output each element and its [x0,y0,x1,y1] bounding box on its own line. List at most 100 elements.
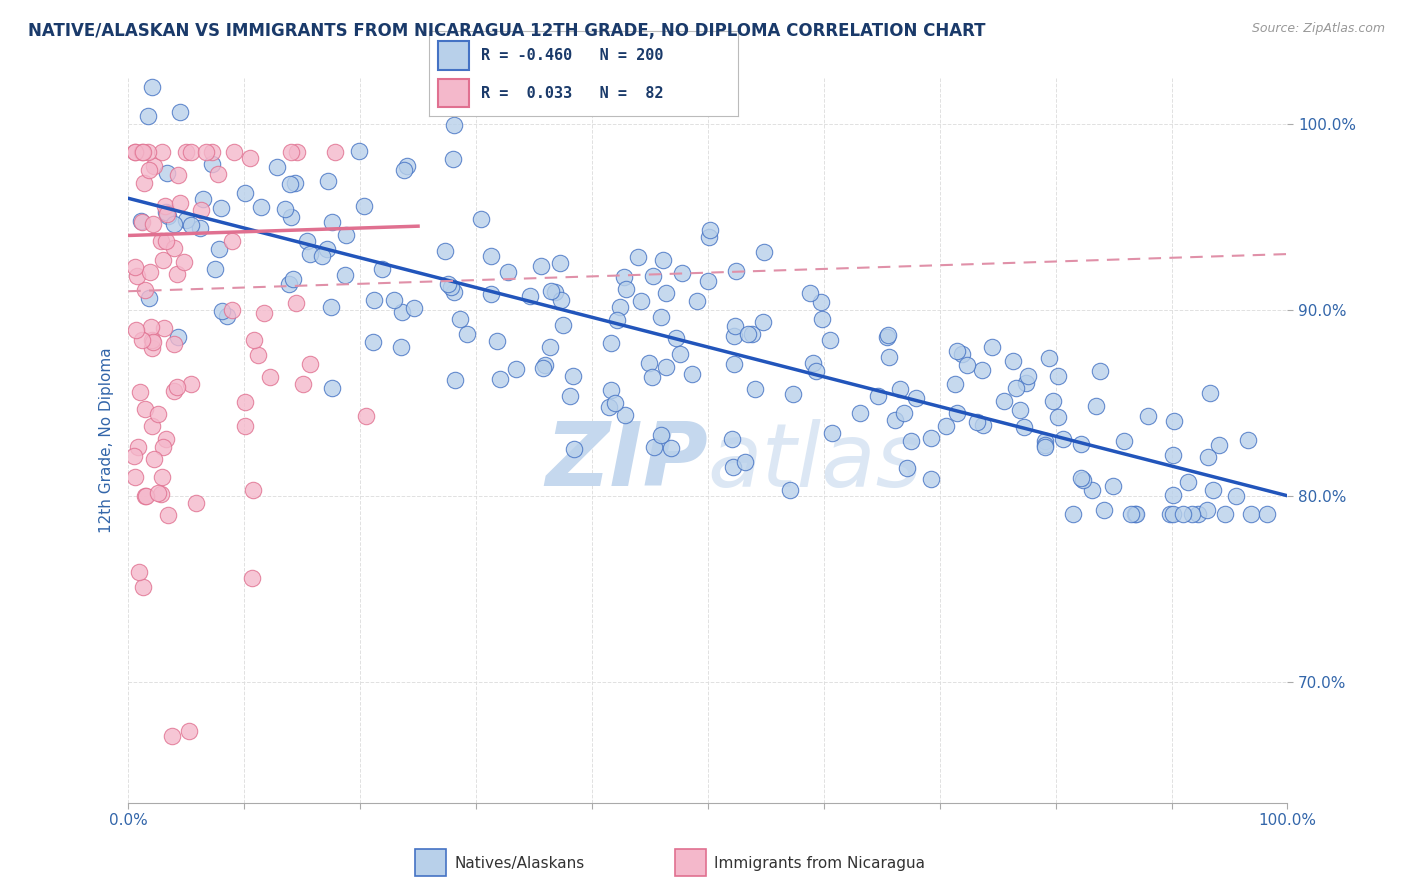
Point [946,343,969,358]
Point [437,277,460,291]
Point [131,213,153,227]
Point [169,196,191,211]
Point [655,359,678,374]
Point [538,340,561,354]
Point [1208,438,1230,452]
Point [124,470,146,484]
Point [1161,508,1184,522]
Point [1198,386,1220,401]
Point [184,496,207,510]
Point [893,406,915,420]
Point [124,145,146,159]
Point [1080,483,1102,497]
Point [820,334,842,348]
Point [180,218,202,232]
Point [544,285,567,299]
Point [153,321,176,335]
Point [395,159,418,173]
Point [391,304,413,318]
Bar [439,78,470,108]
Point [142,334,165,349]
Point [904,391,927,405]
Point [754,245,776,260]
Point [723,459,745,474]
Point [215,309,238,323]
Text: Natives/Alaskans: Natives/Alaskans [454,856,585,871]
Point [724,318,747,333]
Point [201,157,224,171]
Point [124,145,146,159]
Point [1173,508,1195,522]
Point [723,329,745,343]
Point [884,413,907,427]
Point [1088,364,1111,378]
Point [433,244,456,259]
Point [1136,409,1159,423]
Point [606,313,628,327]
Point [146,407,169,421]
Point [877,351,900,365]
Point [174,212,197,227]
Point [479,249,502,263]
Point [659,441,682,455]
Point [316,174,339,188]
Point [239,151,262,165]
Point [135,489,157,503]
Point [173,254,195,268]
Point [1187,508,1209,522]
Point [665,330,688,344]
Point [920,431,942,445]
Point [551,318,574,333]
Point [470,212,492,227]
Point [221,234,243,248]
Point [311,249,333,263]
Point [157,210,180,224]
Point [1159,508,1181,522]
Point [1092,503,1115,517]
Point [1046,368,1069,383]
Point [1046,410,1069,425]
Point [188,221,211,235]
Point [233,186,256,200]
Point [868,389,890,403]
Point [155,432,177,446]
Point [333,268,356,283]
Point [201,145,224,159]
Point [550,293,572,308]
Point [194,145,217,159]
Point [129,385,152,400]
Point [124,260,146,274]
Text: Source: ZipAtlas.com: Source: ZipAtlas.com [1251,22,1385,36]
Point [363,293,385,307]
Point [259,369,281,384]
Point [681,367,703,381]
Point [233,419,256,434]
Point [371,261,394,276]
Point [558,389,581,403]
Point [136,145,159,159]
Point [943,377,966,392]
Point [981,341,1004,355]
Point [993,393,1015,408]
Point [280,145,302,159]
Point [266,160,288,174]
Point [224,145,246,159]
Point [298,246,321,260]
Point [278,177,301,191]
Point [146,486,169,500]
Point [479,287,502,301]
Point [291,376,314,391]
Point [316,242,339,256]
Point [141,342,163,356]
Point [485,334,508,348]
Point [643,440,665,454]
Point [174,145,197,159]
Point [132,176,155,190]
Point [900,434,922,448]
Point [1070,471,1092,485]
Point [540,285,562,299]
Point [741,326,763,341]
Point [972,418,994,433]
Point [321,215,343,229]
Point [1038,351,1060,365]
